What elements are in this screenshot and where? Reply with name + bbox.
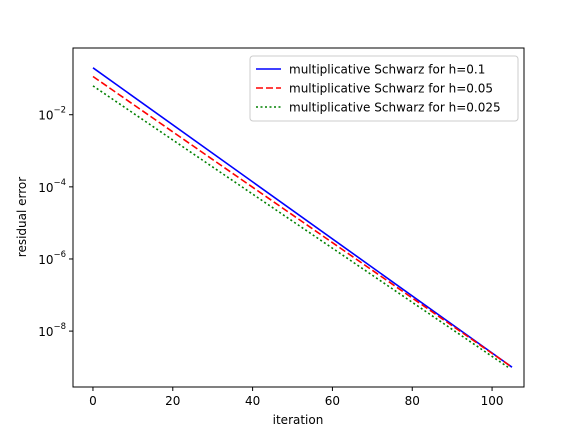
x-tick-label-1: 20 (165, 394, 180, 408)
legend-box (249, 55, 519, 122)
x-tick-label-2: 40 (245, 394, 260, 408)
y-axis: 10−2 10−4 10−6 10−8 (38, 106, 73, 339)
y-tick-label-0: 10−2 (38, 106, 66, 123)
x-axis-label: iteration (273, 413, 324, 427)
x-tick-label-5: 100 (481, 394, 504, 408)
y-axis-label: residual error (15, 177, 29, 257)
series-line-0 (92, 67, 513, 368)
x-axis: 0 20 40 60 80 100 (89, 387, 504, 408)
legend-label-0: multiplicative Schwarz for h=0.1 (289, 63, 485, 77)
legend: multiplicative Schwarz for h=0.1 multipli… (249, 55, 519, 122)
legend-label-1: multiplicative Schwarz for h=0.05 (289, 82, 493, 96)
y-tick-label-1: 10−4 (38, 178, 66, 195)
legend-label-2: multiplicative Schwarz for h=0.025 (289, 101, 501, 115)
plot-frame (72, 47, 525, 388)
x-tick-label-3: 60 (325, 394, 340, 408)
y-tick-label-3: 10−8 (38, 322, 66, 339)
series-line-1 (92, 75, 513, 368)
x-tick-label-0: 0 (89, 394, 97, 408)
y-tick-label-2: 10−6 (38, 250, 66, 267)
series-layer (92, 67, 513, 368)
x-tick-label-4: 80 (405, 394, 420, 408)
